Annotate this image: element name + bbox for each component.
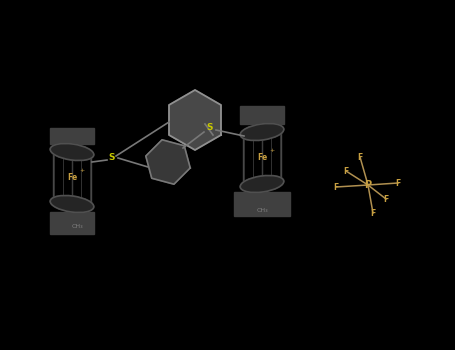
Polygon shape [240, 106, 284, 124]
Polygon shape [234, 192, 290, 216]
Text: F: F [357, 153, 363, 161]
Text: F: F [334, 182, 339, 191]
Ellipse shape [240, 124, 284, 140]
Ellipse shape [50, 196, 94, 212]
Text: F: F [370, 209, 376, 217]
Text: F: F [384, 195, 389, 203]
Text: CH₃: CH₃ [256, 208, 268, 212]
Text: F: F [395, 178, 400, 188]
Text: Fe: Fe [67, 174, 77, 182]
Text: F: F [344, 167, 349, 175]
Text: P: P [364, 180, 372, 190]
Polygon shape [169, 90, 221, 150]
Text: +: + [79, 168, 85, 173]
Text: S: S [109, 154, 115, 162]
Text: CH₃: CH₃ [71, 224, 83, 229]
Ellipse shape [240, 175, 284, 192]
Ellipse shape [50, 144, 94, 161]
Polygon shape [50, 212, 94, 234]
Text: Fe: Fe [257, 154, 267, 162]
Text: +: + [269, 147, 275, 153]
Polygon shape [146, 140, 190, 184]
Text: S: S [207, 122, 213, 132]
Polygon shape [50, 128, 94, 144]
